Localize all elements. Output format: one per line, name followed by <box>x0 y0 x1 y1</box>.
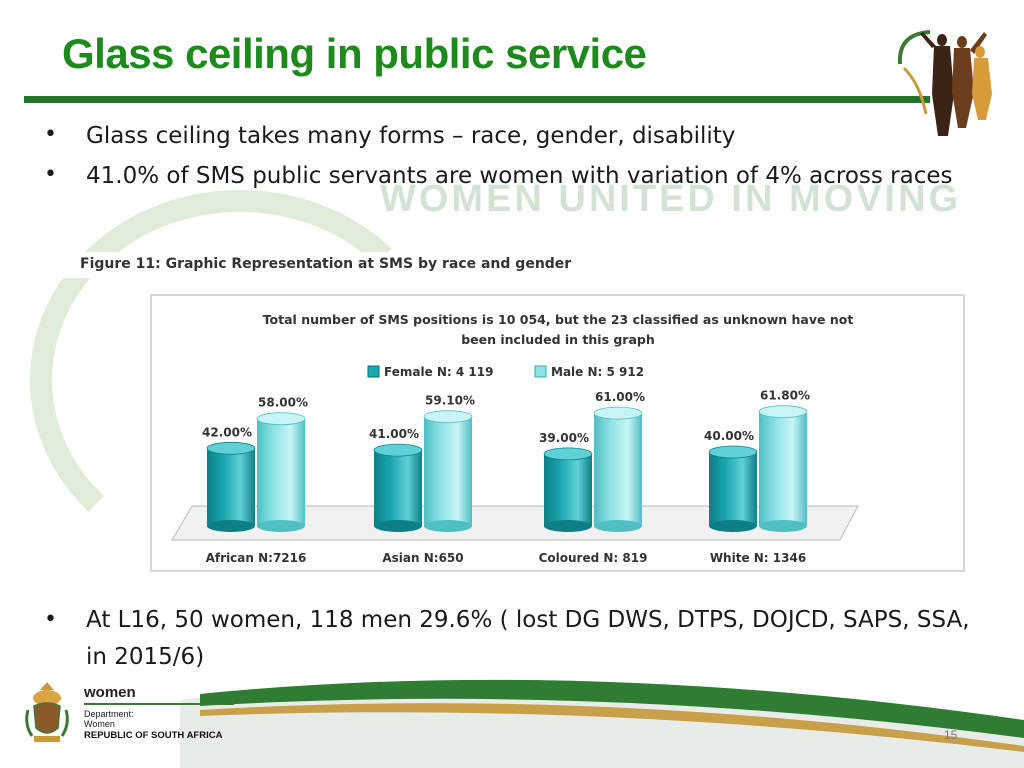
bar-male <box>423 410 473 532</box>
bullet-symbol: • <box>44 607 57 632</box>
bullet-text: 41.0% of SMS public servants are women w… <box>86 163 953 190</box>
bars-layer <box>206 405 808 532</box>
data-label: 61.80% <box>760 389 810 403</box>
bar-base <box>759 520 807 532</box>
department-label: Department: <box>84 709 134 719</box>
bullet-symbol: • <box>44 162 57 188</box>
bullet-list: • Glass ceiling takes many forms – race,… <box>44 118 974 198</box>
chart-floor <box>171 505 859 541</box>
department-name-block: women Department: Women REPUBLIC OF SOUT… <box>84 684 234 741</box>
bullet-item: • 41.0% of SMS public servants are women… <box>44 158 974 194</box>
country-label: REPUBLIC OF SOUTH AFRICA <box>84 729 223 741</box>
bar-cap <box>593 406 643 420</box>
data-label: 41.00% <box>369 427 419 441</box>
department-brand: women <box>84 684 234 705</box>
figure-caption: Figure 11: Graphic Representation at SMS… <box>60 252 943 278</box>
data-label: 40.00% <box>704 429 754 443</box>
category-label: African N:7216 <box>206 551 307 565</box>
category-label: Coloured N: 819 <box>539 551 648 565</box>
data-label: 59.10% <box>425 394 475 408</box>
bar-base <box>374 520 422 532</box>
category-label: White N: 1346 <box>710 551 806 565</box>
bullet-text: Glass ceiling takes many forms – race, g… <box>86 123 736 149</box>
title-divider <box>24 96 930 103</box>
legend-label-female: Female N: 4 119 <box>384 365 493 379</box>
bullet-item: • At L16, 50 women, 118 men 29.6% ( lost… <box>44 602 994 677</box>
chart-title-line: Total number of SMS positions is 10 054,… <box>263 312 854 327</box>
department-logo: women Department: Women REPUBLIC OF SOUT… <box>22 678 234 750</box>
bar-male <box>758 405 808 532</box>
bar-cap <box>423 410 473 424</box>
bar-chart: Total number of SMS positions is 10 054,… <box>150 294 965 572</box>
data-label: 39.00% <box>539 431 589 445</box>
bar-body <box>709 452 757 526</box>
chart-legend: Female N: 4 119 Male N: 5 912 <box>367 365 644 379</box>
category-axis: African N:7216 Asian N:650 Coloured N: 819… <box>206 551 807 565</box>
category-label: Asian N:650 <box>382 551 463 565</box>
bar-cap <box>373 443 423 457</box>
footer-swoosh <box>180 679 1024 768</box>
legend-swatch-female <box>367 365 380 378</box>
bar-body <box>544 453 592 526</box>
bar-female <box>206 441 256 532</box>
bar-male <box>593 406 643 532</box>
bar-base <box>424 520 472 532</box>
bar-body <box>257 418 305 526</box>
labels-layer: 42.00% 58.00% 41.00% 59.10% 39.00% 61.00% 40.0… <box>202 389 810 445</box>
bar-body <box>424 416 472 526</box>
bar-cap <box>206 441 256 455</box>
data-label: 42.00% <box>202 425 252 439</box>
background-watermark: WOMEN UNITED IN MOVING <box>380 178 962 220</box>
bottom-bullet-list: • At L16, 50 women, 118 men 29.6% ( lost… <box>44 602 994 677</box>
bar-male <box>256 412 306 532</box>
department-label: Women <box>84 719 115 730</box>
bar-body <box>374 450 422 526</box>
bullet-item: • Glass ceiling takes many forms – race,… <box>44 118 974 154</box>
bar-base <box>257 520 305 532</box>
data-label: 61.00% <box>595 390 645 404</box>
bar-body <box>759 411 807 526</box>
bar-body <box>207 448 255 526</box>
slide-title: Glass ceiling in public service <box>62 30 647 77</box>
bullet-text: At L16, 50 women, 118 men 29.6% ( lost D… <box>86 607 970 671</box>
data-label: 58.00% <box>258 396 308 410</box>
bar-base <box>594 520 642 532</box>
bar-base <box>709 520 757 532</box>
chart-title-line: been included in this graph <box>461 332 655 347</box>
coat-of-arms-icon <box>25 682 69 742</box>
chart-canvas: Total number of SMS positions is 10 054,… <box>171 312 859 565</box>
bar-cap <box>708 445 758 459</box>
bar-female <box>708 445 758 532</box>
bar-base <box>544 520 592 532</box>
bar-cap <box>758 405 808 419</box>
bar-cap <box>256 412 306 426</box>
bar-female <box>543 447 593 532</box>
legend-swatch-male <box>534 365 547 378</box>
bar-cap <box>543 447 593 461</box>
women-figures-logo-icon <box>897 30 992 136</box>
bullet-symbol: • <box>44 122 57 147</box>
bar-female <box>373 443 423 532</box>
bar-body <box>594 413 642 526</box>
legend-label-male: Male N: 5 912 <box>551 365 644 379</box>
slide-number: 15 <box>944 728 958 742</box>
bar-base <box>207 520 255 532</box>
